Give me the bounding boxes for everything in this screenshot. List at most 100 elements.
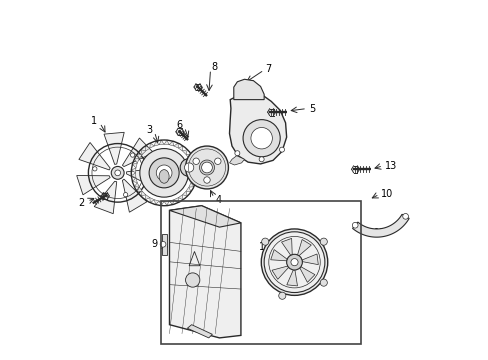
Circle shape xyxy=(286,254,302,270)
Polygon shape xyxy=(131,173,136,178)
Polygon shape xyxy=(182,191,187,196)
Polygon shape xyxy=(233,79,264,100)
Circle shape xyxy=(115,170,121,176)
Polygon shape xyxy=(174,198,178,203)
Circle shape xyxy=(149,158,179,188)
Polygon shape xyxy=(281,238,292,255)
Ellipse shape xyxy=(159,170,169,183)
Polygon shape xyxy=(192,168,197,173)
Circle shape xyxy=(320,279,326,286)
Polygon shape xyxy=(145,146,149,151)
Polygon shape xyxy=(137,187,142,192)
Text: 2: 2 xyxy=(79,198,84,207)
Polygon shape xyxy=(162,234,167,255)
Polygon shape xyxy=(169,141,174,146)
Polygon shape xyxy=(286,270,297,286)
Circle shape xyxy=(160,242,165,247)
Circle shape xyxy=(185,273,200,287)
Circle shape xyxy=(193,158,199,165)
Circle shape xyxy=(93,167,97,171)
Polygon shape xyxy=(229,156,244,165)
Polygon shape xyxy=(169,206,241,338)
Polygon shape xyxy=(188,183,194,187)
Polygon shape xyxy=(169,200,174,204)
Polygon shape xyxy=(178,195,183,200)
Polygon shape xyxy=(137,154,142,158)
Polygon shape xyxy=(126,168,158,188)
Bar xyxy=(160,202,360,344)
Polygon shape xyxy=(145,195,149,200)
Text: 10: 10 xyxy=(380,189,392,199)
Circle shape xyxy=(140,149,188,197)
Circle shape xyxy=(111,166,124,179)
Circle shape xyxy=(130,153,135,157)
Polygon shape xyxy=(77,176,110,195)
Polygon shape xyxy=(134,158,139,163)
Circle shape xyxy=(180,158,198,176)
Text: 11: 11 xyxy=(373,228,385,238)
Circle shape xyxy=(184,163,193,172)
Polygon shape xyxy=(169,206,241,227)
Circle shape xyxy=(201,162,212,173)
Polygon shape xyxy=(229,93,286,164)
Polygon shape xyxy=(131,168,136,173)
Circle shape xyxy=(203,177,210,183)
Polygon shape xyxy=(132,178,137,183)
Circle shape xyxy=(199,160,214,175)
Text: 8: 8 xyxy=(211,62,217,72)
Polygon shape xyxy=(164,140,169,145)
Polygon shape xyxy=(182,150,187,154)
Circle shape xyxy=(259,157,264,162)
Polygon shape xyxy=(154,141,159,146)
Circle shape xyxy=(352,222,357,228)
Circle shape xyxy=(320,238,326,245)
Polygon shape xyxy=(122,179,146,212)
Polygon shape xyxy=(149,198,154,203)
Polygon shape xyxy=(192,173,197,178)
Polygon shape xyxy=(122,138,153,167)
Circle shape xyxy=(156,165,172,181)
Polygon shape xyxy=(271,266,288,279)
Polygon shape xyxy=(104,132,124,165)
Polygon shape xyxy=(191,178,196,183)
Polygon shape xyxy=(188,158,194,163)
Text: 12: 12 xyxy=(259,242,271,252)
Circle shape xyxy=(279,147,284,152)
Circle shape xyxy=(264,232,324,293)
Polygon shape xyxy=(149,143,154,148)
Text: 4: 4 xyxy=(215,195,221,204)
Polygon shape xyxy=(185,154,191,158)
Circle shape xyxy=(261,229,327,296)
Text: 6: 6 xyxy=(176,120,182,130)
Circle shape xyxy=(402,213,407,219)
Polygon shape xyxy=(134,183,139,187)
Circle shape xyxy=(290,258,298,266)
Polygon shape xyxy=(79,143,110,170)
Polygon shape xyxy=(352,214,408,237)
Text: 3: 3 xyxy=(146,125,152,135)
Polygon shape xyxy=(191,163,196,168)
Polygon shape xyxy=(185,187,191,192)
Text: 1: 1 xyxy=(91,116,97,126)
Polygon shape xyxy=(132,163,137,168)
Circle shape xyxy=(185,146,228,189)
Polygon shape xyxy=(187,325,212,338)
Circle shape xyxy=(123,193,127,197)
Polygon shape xyxy=(174,143,178,148)
Polygon shape xyxy=(141,191,145,196)
Text: 7: 7 xyxy=(264,64,271,74)
Polygon shape xyxy=(141,150,145,154)
Circle shape xyxy=(250,127,272,149)
Circle shape xyxy=(214,158,221,165)
Polygon shape xyxy=(94,181,117,214)
Polygon shape xyxy=(297,239,311,256)
Polygon shape xyxy=(159,201,164,206)
Polygon shape xyxy=(299,267,314,282)
Polygon shape xyxy=(270,249,286,261)
Polygon shape xyxy=(159,140,164,145)
Polygon shape xyxy=(178,146,183,151)
Polygon shape xyxy=(164,201,169,206)
Circle shape xyxy=(261,238,268,245)
Text: 9: 9 xyxy=(151,239,157,249)
Circle shape xyxy=(278,292,285,299)
